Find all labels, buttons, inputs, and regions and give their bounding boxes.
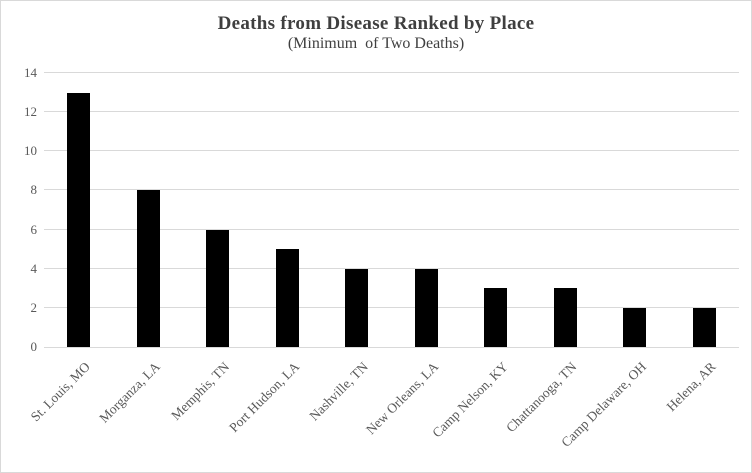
x-axis-label: Morganza, LA — [96, 359, 163, 426]
x-axis-label: Helena, AR — [663, 359, 719, 415]
bar — [345, 268, 369, 347]
y-tick-label: 0 — [30, 339, 38, 354]
bar — [484, 288, 508, 347]
gridline — [44, 72, 739, 73]
chart-title: Deaths from Disease Ranked by Place — [217, 13, 535, 34]
bar — [136, 190, 160, 347]
x-axis-label: Chattanooga, TN — [503, 359, 580, 436]
x-axis-labels: St. Louis, MO Morganza, LA Memphis, TN Port… — [28, 349, 739, 471]
plot-area — [44, 72, 739, 348]
gridline — [44, 267, 739, 269]
bar — [67, 92, 91, 347]
gridline — [44, 111, 739, 113]
bar — [692, 307, 716, 347]
gridline — [44, 228, 739, 230]
y-tick-label: 12 — [24, 104, 37, 120]
y-tick-label: 14 — [24, 65, 37, 80]
bar — [275, 249, 299, 347]
x-axis-label: Port Hudson, LA — [225, 359, 302, 436]
y-tick-label: 10 — [24, 143, 37, 159]
bar — [553, 288, 577, 347]
x-axis-label: Camp Nelson, KY — [428, 359, 511, 441]
gridline — [44, 189, 739, 191]
y-tick-label: 4 — [30, 260, 38, 276]
x-axis-line — [44, 347, 739, 348]
gridline — [44, 306, 739, 308]
bar — [623, 307, 647, 347]
bar — [206, 229, 230, 347]
x-axis-label: New Orleans, LA — [362, 359, 441, 438]
gridline — [44, 150, 739, 152]
y-tick-label: 2 — [30, 299, 38, 315]
bar — [414, 268, 438, 347]
x-axis-label: Memphis, TN — [168, 359, 233, 424]
x-axis-label: St. Louis, MO — [28, 359, 94, 425]
chart-subtitle: (Minimum of Two Deaths) — [287, 35, 465, 52]
y-tick-label: 6 — [30, 221, 38, 237]
x-axis-label: Nashville, TN — [306, 359, 372, 424]
y-tick-label: 8 — [30, 182, 38, 198]
